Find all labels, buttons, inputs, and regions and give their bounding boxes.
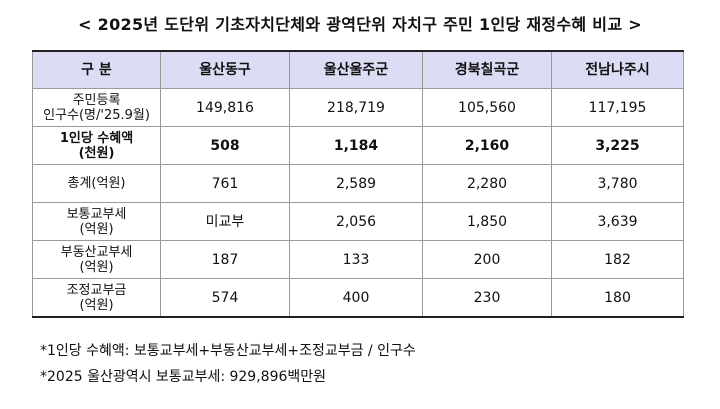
page-title: < 2025년 도단위 기초자치단체와 광역단위 자치구 주민 1인당 재정수혜… [78, 15, 642, 34]
cell-value: 218,719 [289, 88, 423, 127]
cell-value: 182 [551, 240, 684, 279]
row-label: 보통교부세 (억원) [32, 202, 161, 241]
header-naju-si: 전남나주시 [551, 50, 684, 89]
cell-value: 574 [160, 278, 290, 318]
table-header-row: 구 분 울산동구 울산울주군 경북칠곡군 전남나주시 [32, 50, 684, 89]
row-label-line2: (억원) [79, 259, 114, 275]
table-row: 부동산교부세 (억원) 187 133 200 182 [32, 240, 684, 279]
row-label: 부동산교부세 (억원) [32, 240, 161, 279]
footnote-formula: *1인당 수혜액: 보통교부세+부동산교부세+조정교부금 / 인구수 [40, 343, 416, 359]
cell-value: 1,184 [289, 126, 423, 165]
table-row: 총계(억원) 761 2,589 2,280 3,780 [32, 164, 684, 203]
row-label-line1: 보통교부세 [66, 206, 127, 222]
row-label-line2: (억원) [79, 221, 114, 237]
row-label-line2: 인구수(명/'25.9월) [43, 107, 150, 123]
header-ulsan-uljugun: 울산울주군 [289, 50, 423, 89]
header-category: 구 분 [32, 50, 161, 89]
cell-value: 508 [160, 126, 290, 165]
row-label: 조정교부금 (억원) [32, 278, 161, 318]
cell-value: 230 [422, 278, 552, 318]
row-label-line1: 조정교부금 [66, 282, 127, 298]
cell-value: 3,639 [551, 202, 684, 241]
cell-value: 133 [289, 240, 423, 279]
row-label-line1: 총계(억원) [67, 176, 126, 191]
table-row: 보통교부세 (억원) 미교부 2,056 1,850 3,639 [32, 202, 684, 241]
cell-value: 2,160 [422, 126, 552, 165]
footnotes: *1인당 수혜액: 보통교부세+부동산교부세+조정교부금 / 인구수 *2025… [40, 338, 416, 390]
cell-value: 105,560 [422, 88, 552, 127]
comparison-table: 구 분 울산동구 울산울주군 경북칠곡군 전남나주시 주민등록 인구수(명/'2… [32, 50, 684, 318]
cell-value: 187 [160, 240, 290, 279]
cell-value: 200 [422, 240, 552, 279]
table-row: 1인당 수혜액 (천원) 508 1,184 2,160 3,225 [32, 126, 684, 165]
row-label-line2: (억원) [79, 297, 114, 313]
cell-value: 미교부 [160, 202, 290, 241]
table-row: 주민등록 인구수(명/'25.9월) 149,816 218,719 105,5… [32, 88, 684, 127]
header-chilgok-gun: 경북칠곡군 [422, 50, 552, 89]
cell-value: 3,225 [551, 126, 684, 165]
cell-value: 761 [160, 164, 290, 203]
row-label: 1인당 수혜액 (천원) [32, 126, 161, 165]
cell-value: 2,280 [422, 164, 552, 203]
row-label-line1: 부동산교부세 [60, 244, 133, 260]
cell-value: 149,816 [160, 88, 290, 127]
footnote-ulsan-grant: *2025 울산광역시 보통교부세: 929,896백만원 [40, 369, 327, 385]
cell-value: 2,056 [289, 202, 423, 241]
cell-value: 3,780 [551, 164, 684, 203]
row-label-line1: 주민등록 [72, 92, 121, 108]
table-row: 조정교부금 (억원) 574 400 230 180 [32, 278, 684, 318]
cell-value: 400 [289, 278, 423, 318]
cell-value: 2,589 [289, 164, 423, 203]
cell-value: 117,195 [551, 88, 684, 127]
header-ulsan-donggu: 울산동구 [160, 50, 290, 89]
row-label: 총계(억원) [32, 164, 161, 203]
cell-value: 180 [551, 278, 684, 318]
row-label-line1: 1인당 수혜액 [59, 130, 134, 146]
row-label-line2: (천원) [78, 145, 115, 161]
cell-value: 1,850 [422, 202, 552, 241]
row-label: 주민등록 인구수(명/'25.9월) [32, 88, 161, 127]
